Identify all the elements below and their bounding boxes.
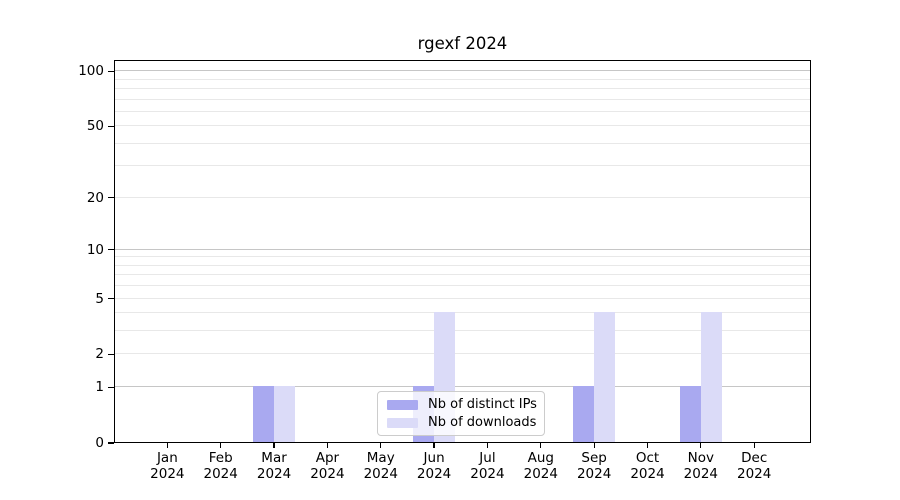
legend-item-distinct-ips: Nb of distinct IPs <box>387 397 544 412</box>
y-tick-label-10: 10 <box>86 241 104 258</box>
legend-label-distinct-ips: Nb of distinct IPs <box>428 397 537 412</box>
gridline-6 <box>115 285 810 287</box>
x-tick-mark-may <box>380 443 382 448</box>
y-tick-mark-20 <box>108 197 114 199</box>
gridline-2 <box>115 353 810 355</box>
y-tick-mark-1 <box>108 386 114 388</box>
y-tick-mark-100 <box>108 70 114 72</box>
x-tick-label-may: May 2024 <box>349 450 413 482</box>
x-tick-label-year: 2024 <box>203 466 238 482</box>
x-tick-label-nov: Nov 2024 <box>669 450 733 482</box>
y-tick-label-50: 50 <box>86 118 104 135</box>
x-tick-label-year: 2024 <box>630 466 665 482</box>
gridline-4 <box>115 312 810 314</box>
x-tick-label-year: 2024 <box>737 466 772 482</box>
y-tick-label-5: 5 <box>95 290 104 307</box>
gridline-5 <box>115 297 810 299</box>
gridline-7 <box>115 274 810 276</box>
x-tick-label-jan: Jan 2024 <box>135 450 199 482</box>
legend-label-downloads: Nb of downloads <box>428 415 537 430</box>
legend-swatch-distinct-ips <box>387 399 418 410</box>
y-tick-mark-0 <box>108 442 114 444</box>
bar-distinct-ips-mar-2024 <box>252 386 274 442</box>
gridline-9 <box>115 256 810 258</box>
gridline-8 <box>115 264 810 266</box>
x-tick-label-year: 2024 <box>150 466 185 482</box>
gridline-30 <box>115 165 810 167</box>
bar-downloads-nov-2024 <box>700 312 722 442</box>
x-tick-label-feb: Feb 2024 <box>189 450 253 482</box>
x-tick-label-year: 2024 <box>310 466 345 482</box>
y-tick-mark-2 <box>108 353 114 356</box>
gridline-70 <box>115 98 810 100</box>
x-tick-label-apr: Apr 2024 <box>295 450 359 482</box>
gridline-3 <box>115 330 810 332</box>
y-tick-label-2: 2 <box>95 346 104 363</box>
gridline-90 <box>115 78 810 80</box>
legend-item-downloads: Nb of downloads <box>387 415 544 430</box>
x-tick-mark-dec <box>753 443 755 448</box>
chart-title: rgexf 2024 <box>417 34 508 53</box>
x-tick-label-jul: Jul 2024 <box>455 450 519 482</box>
x-tick-label-year: 2024 <box>683 466 719 482</box>
bar-downloads-mar-2024 <box>273 386 295 442</box>
x-tick-mark-oct <box>646 443 649 448</box>
plot-area <box>114 60 811 443</box>
x-tick-label-aug: Aug 2024 <box>509 450 573 482</box>
gridline-40 <box>115 142 810 144</box>
gridline-20 <box>115 196 810 198</box>
gridline-80 <box>115 87 810 89</box>
x-tick-label-oct: Oct 2024 <box>616 450 680 482</box>
x-tick-label-year: 2024 <box>256 466 292 482</box>
x-tick-mark-jul <box>486 443 489 448</box>
y-tick-label-1: 1 <box>95 379 104 396</box>
x-tick-mark-nov <box>700 443 702 448</box>
bar-distinct-ips-nov-2024 <box>679 386 701 442</box>
x-tick-mark-sep <box>593 443 595 448</box>
grid-layer <box>115 61 810 442</box>
gridline-1 <box>115 386 810 388</box>
gridline-10 <box>115 248 810 250</box>
x-tick-mark-feb <box>220 443 222 448</box>
y-tick-label-0: 0 <box>95 435 104 451</box>
y-tick-label-100: 100 <box>78 63 104 80</box>
bar-distinct-ips-sep-2024 <box>572 386 594 442</box>
y-tick-mark-50 <box>108 125 114 127</box>
y-tick-mark-5 <box>108 298 114 300</box>
bar-downloads-sep-2024 <box>593 312 615 442</box>
y-tick-label-20: 20 <box>86 189 104 206</box>
x-tick-label-sep: Sep 2024 <box>562 450 626 482</box>
x-tick-mark-apr <box>326 443 329 448</box>
y-tick-mark-10 <box>108 249 114 251</box>
x-tick-mark-jan <box>166 443 168 448</box>
gridline-60 <box>115 110 810 112</box>
x-tick-label-year: 2024 <box>416 466 452 482</box>
bar-layer <box>115 61 810 442</box>
legend: Nb of distinct IPs Nb of downloads <box>377 391 545 436</box>
x-tick-mark-mar <box>273 443 275 448</box>
x-tick-label-jun: Jun 2024 <box>402 450 466 482</box>
gridline-50 <box>115 125 810 127</box>
x-tick-label-year: 2024 <box>363 466 398 482</box>
x-tick-label-year: 2024 <box>470 466 505 482</box>
x-tick-label-mar: Mar 2024 <box>242 450 306 482</box>
x-tick-label-year: 2024 <box>576 466 612 482</box>
gridline-100 <box>115 70 810 72</box>
legend-swatch-downloads <box>387 417 418 428</box>
x-tick-label-year: 2024 <box>523 466 558 482</box>
x-tick-mark-jun <box>433 443 435 448</box>
x-tick-label-dec: Dec 2024 <box>722 450 786 482</box>
x-tick-mark-aug <box>540 443 542 448</box>
